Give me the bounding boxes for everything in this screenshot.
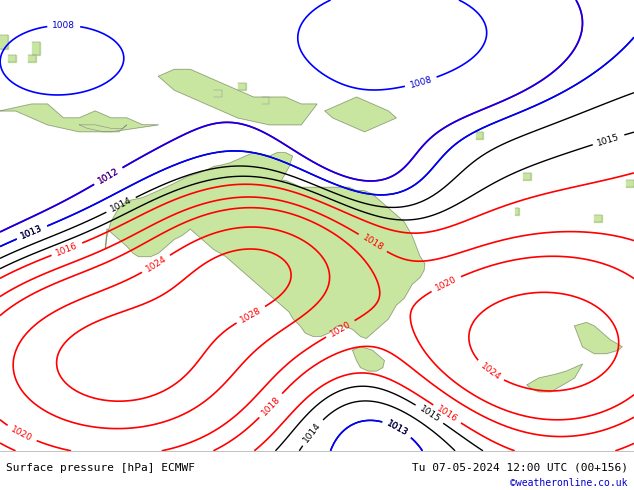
Text: ©weatheronline.co.uk: ©weatheronline.co.uk [510, 478, 628, 488]
Polygon shape [0, 104, 158, 132]
Polygon shape [523, 173, 531, 180]
Text: 1014: 1014 [302, 420, 323, 444]
Text: 1024: 1024 [478, 361, 502, 382]
Polygon shape [527, 364, 583, 392]
Polygon shape [325, 97, 396, 132]
Text: 1012: 1012 [96, 166, 120, 186]
Text: Surface pressure [hPa] ECMWF: Surface pressure [hPa] ECMWF [6, 463, 195, 472]
Polygon shape [32, 42, 40, 55]
Polygon shape [8, 55, 16, 62]
Text: 1014: 1014 [109, 196, 133, 214]
Polygon shape [262, 97, 269, 104]
Polygon shape [28, 55, 36, 62]
Polygon shape [574, 322, 622, 354]
Polygon shape [0, 35, 8, 49]
Text: 1018: 1018 [259, 394, 282, 417]
Polygon shape [515, 208, 519, 215]
Text: 1024: 1024 [144, 254, 168, 274]
Text: Tu 07-05-2024 12:00 UTC (00+156): Tu 07-05-2024 12:00 UTC (00+156) [411, 463, 628, 472]
Text: 1020: 1020 [10, 424, 34, 443]
Text: 1018: 1018 [361, 233, 385, 253]
Text: 1013: 1013 [20, 224, 44, 241]
Text: 1013: 1013 [385, 418, 410, 438]
Polygon shape [214, 90, 222, 97]
Text: 1016: 1016 [55, 241, 79, 258]
Text: 1013: 1013 [20, 224, 44, 241]
Text: 1016: 1016 [435, 404, 459, 424]
Polygon shape [238, 83, 246, 90]
Text: 1012: 1012 [96, 166, 120, 186]
Text: 1015: 1015 [596, 132, 621, 147]
Text: 1008: 1008 [52, 21, 75, 30]
Polygon shape [158, 70, 317, 125]
Text: 1008: 1008 [408, 74, 433, 90]
Polygon shape [595, 215, 602, 222]
Polygon shape [105, 152, 425, 339]
Polygon shape [476, 132, 484, 139]
Polygon shape [353, 347, 384, 371]
Text: 1015: 1015 [417, 404, 442, 424]
Text: 1013: 1013 [385, 418, 410, 438]
Polygon shape [626, 180, 634, 187]
Text: 1020: 1020 [328, 319, 353, 339]
Text: 1028: 1028 [238, 305, 263, 324]
Text: 1020: 1020 [434, 274, 458, 293]
Polygon shape [79, 125, 127, 132]
